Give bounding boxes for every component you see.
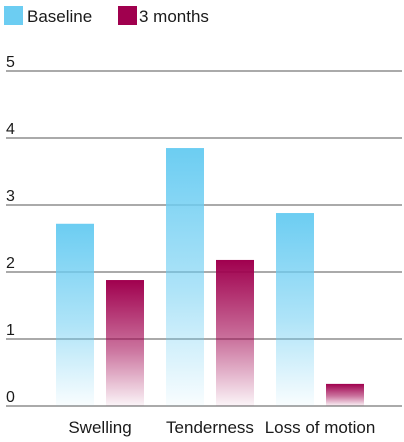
x-axis-categories: Swelling Tenderness Loss of motion [68,418,375,437]
legend-label-baseline: Baseline [27,7,92,26]
x-category-label: Swelling [68,418,131,437]
y-tick-label-5: 5 [6,54,15,71]
y-axis-ticks: 0 1 2 3 4 5 [6,54,15,406]
x-category-label: Loss of motion [265,418,376,437]
x-category-label: Tenderness [166,418,254,437]
y-tick-label-4: 4 [6,121,15,138]
legend: Baseline 3 months [4,6,209,26]
y-tick-label-0: 0 [6,389,15,406]
bar-3-months-loss-of-motion [326,383,364,406]
bars [56,148,364,407]
legend-swatch-3-months [118,6,137,25]
legend-swatch-baseline [4,6,23,25]
bar-3-months-swelling [106,280,144,406]
y-tick-label-3: 3 [6,188,15,205]
y-tick-label-1: 1 [6,322,15,339]
bar-baseline-swelling [56,223,94,406]
legend-label-3-months: 3 months [139,7,209,26]
bar-baseline-loss-of-motion [276,213,314,406]
bar-baseline-tenderness [166,148,204,407]
y-tick-label-2: 2 [6,255,15,272]
bar-3-months-tenderness [216,259,254,406]
